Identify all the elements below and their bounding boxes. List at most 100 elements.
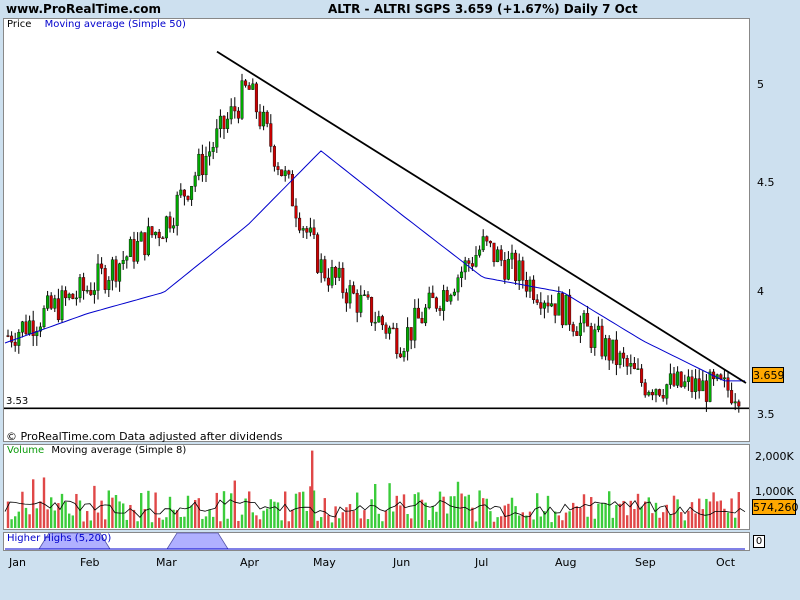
volume-bar <box>136 521 139 528</box>
volume-bar <box>723 508 726 528</box>
volume-bar <box>71 515 74 528</box>
volume-bar <box>330 522 334 528</box>
price-bar-body <box>125 256 129 261</box>
volume-bar <box>654 502 658 528</box>
price-bar-body <box>694 378 698 392</box>
volume-bar <box>482 498 485 528</box>
volume-bar <box>262 510 265 528</box>
volume-bar <box>478 490 481 528</box>
volume-bar <box>701 509 704 528</box>
price-bar-body <box>200 153 204 176</box>
volume-bar <box>161 519 164 528</box>
price-bar-body <box>578 322 582 336</box>
price-bar-body <box>622 352 626 359</box>
price-bar-body <box>499 249 503 261</box>
price-bar-body <box>190 186 194 200</box>
volume-bar <box>172 509 175 528</box>
volume-bar <box>114 495 118 528</box>
volume-bar <box>338 518 341 528</box>
support-level-label: 3.53 <box>6 396 29 407</box>
volume-bar <box>424 502 427 528</box>
price-bar-body <box>452 291 456 296</box>
price-bar-body <box>20 321 24 333</box>
price-bar-body <box>136 241 140 262</box>
price-bar-body <box>449 294 453 302</box>
price-bar-body <box>211 147 215 152</box>
price-bar-body <box>517 260 521 281</box>
price-bar-body <box>42 308 46 328</box>
price-bar-body <box>506 258 510 280</box>
volume-bar <box>651 513 654 528</box>
volume-bar <box>460 493 463 528</box>
volume-bar <box>532 519 535 528</box>
price-bar-body <box>586 313 590 327</box>
price-bar-body <box>409 327 413 341</box>
volume-bar <box>348 504 352 528</box>
price-bar-body <box>665 384 669 399</box>
volume-bar <box>258 519 262 528</box>
volume-bar <box>510 497 514 528</box>
volume-panel[interactable] <box>3 444 750 530</box>
ma50-label: Moving average (Simple 50) <box>44 19 186 30</box>
price-bar-body <box>420 318 424 324</box>
volume-bar <box>334 506 337 528</box>
volume-bar <box>586 516 589 528</box>
data-source-note: © ProRealTime.com Data adjusted after di… <box>6 430 283 443</box>
volume-bar <box>111 497 114 528</box>
x-tick-apr: Apr <box>240 556 260 569</box>
price-bar-body <box>67 293 71 299</box>
price-bar-body <box>686 376 690 382</box>
price-bar-body <box>312 227 316 235</box>
volume-bar <box>39 501 42 528</box>
volume-bar <box>611 517 614 528</box>
price-bar-body <box>672 373 676 386</box>
volume-bar <box>125 519 128 528</box>
price-bar-body <box>247 85 251 90</box>
price-bar-body <box>625 358 629 367</box>
price-bar-body <box>398 353 402 358</box>
price-bar-body <box>254 83 258 113</box>
volume-bar <box>575 506 578 528</box>
volume-bar <box>24 507 28 528</box>
price-bar-body <box>283 170 287 177</box>
volume-bar <box>539 516 542 528</box>
price-bar-body <box>132 239 136 262</box>
price-bar-body <box>92 290 96 295</box>
volume-bar <box>345 507 348 528</box>
price-panel[interactable] <box>3 18 750 442</box>
price-label: Price <box>7 19 32 30</box>
price-bar-body <box>226 118 230 129</box>
volume-bar <box>219 521 222 528</box>
price-bar-body <box>28 320 32 335</box>
volume-bar <box>608 491 611 528</box>
last-price-badge: 3.659 <box>752 367 785 383</box>
volume-bar <box>107 490 110 528</box>
volume-bar <box>93 485 96 528</box>
volume-bar <box>248 491 251 528</box>
price-bar-body <box>733 401 737 404</box>
price-bar-body <box>128 239 132 257</box>
price-bar-body <box>38 326 42 332</box>
y-tick-4-5: 4.5 <box>757 176 775 189</box>
volume-bar <box>489 511 492 528</box>
price-bar-body <box>218 115 222 129</box>
price-bar-body <box>647 391 651 396</box>
y-tick-3-5: 3.5 <box>757 408 775 421</box>
volume-bar <box>726 512 730 528</box>
price-bar-body <box>251 83 255 90</box>
volume-bar <box>366 519 370 528</box>
price-bar-body <box>395 327 399 355</box>
volume-bar <box>716 501 719 528</box>
volume-bar <box>363 510 366 528</box>
ma50-line <box>4 150 745 382</box>
price-bar-body <box>722 377 726 380</box>
volume-bar <box>64 501 67 528</box>
price-bar-body <box>103 268 107 290</box>
price-bar-body <box>82 277 86 291</box>
price-bar-body <box>575 331 579 336</box>
volume-bar <box>525 515 528 528</box>
price-bar-body <box>193 175 197 187</box>
price-bar-body <box>308 227 312 233</box>
volume-bar <box>197 498 200 528</box>
volume-bar <box>492 521 496 528</box>
